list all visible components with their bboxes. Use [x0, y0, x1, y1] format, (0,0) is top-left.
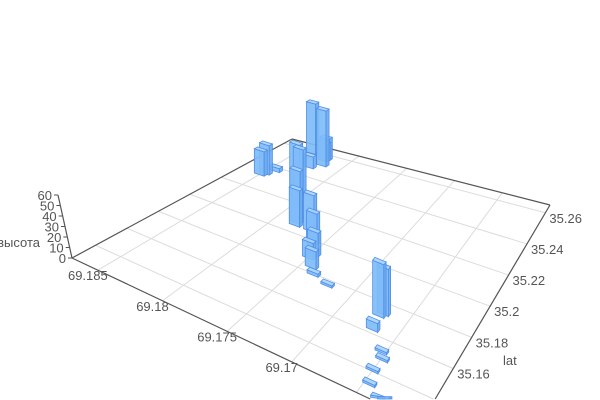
bar-top-face — [302, 189, 318, 197]
z-tick-label: 30 — [45, 220, 59, 235]
bar — [375, 352, 391, 365]
grid-line-lat — [221, 176, 509, 276]
bar-top-face — [365, 362, 381, 373]
lon-tick-label: 69.17 — [265, 360, 298, 375]
lon-tick-label: 69.185 — [68, 268, 108, 283]
grid-line-lat — [126, 227, 454, 369]
bar-front-face — [306, 101, 317, 155]
bars — [253, 99, 393, 400]
lon-tick-label: 69.18 — [136, 299, 169, 314]
bar — [320, 278, 336, 290]
bar-top-face — [372, 256, 387, 266]
bar-side-face — [268, 143, 273, 176]
grid-line-lon — [97, 143, 312, 271]
bar-top-face — [315, 106, 330, 112]
grid-line-lat — [189, 193, 491, 307]
z-tick-label: 60 — [38, 188, 52, 203]
bar-top-face — [288, 184, 304, 192]
bar — [377, 396, 393, 400]
bar-side-face — [302, 147, 307, 196]
z-axis-name: высота — [0, 235, 41, 250]
bar-top-face — [301, 236, 317, 245]
bar — [304, 244, 320, 271]
bar — [365, 362, 381, 376]
axis-labels: 69.185 69.18 69.175 69.17 35.16 35.18 35.2 35.2… — [68, 211, 582, 382]
bar-top-face — [365, 315, 381, 325]
grid-line-lon — [162, 155, 360, 302]
bar-top-face — [375, 352, 391, 362]
bar — [362, 376, 378, 389]
bar-top-face — [305, 207, 321, 215]
bar-top-face — [253, 146, 269, 153]
bar-top-face — [304, 244, 320, 253]
bar — [306, 266, 322, 279]
bar — [374, 344, 390, 357]
bar — [315, 106, 330, 168]
bar-side-face — [325, 108, 330, 168]
bar-side-face — [299, 187, 303, 229]
bar-top-face — [374, 344, 390, 354]
bar — [372, 256, 387, 320]
bar-side-face — [263, 149, 268, 177]
floor-edge — [434, 204, 551, 400]
z-tick-label: 40 — [42, 209, 56, 224]
bar-side-face — [315, 248, 320, 271]
bar-top-face — [305, 99, 320, 105]
z-tick-label: 0 — [59, 251, 66, 266]
bar-top-face — [288, 165, 304, 173]
bar-top-face — [306, 226, 322, 234]
bar-top-face — [320, 278, 336, 287]
bar-side-face — [387, 265, 392, 318]
bar — [365, 315, 381, 334]
lat-axis-name: lat — [503, 353, 517, 368]
bar — [253, 146, 269, 177]
floor-edge — [291, 138, 551, 206]
lat-tick-label: 35.16 — [457, 367, 490, 382]
bar-top-face — [306, 266, 322, 275]
lat-tick-label: 35.22 — [513, 273, 546, 288]
bar-front-face — [316, 107, 327, 168]
z-tick-label: 10 — [49, 241, 63, 256]
lat-tick-label: 35.24 — [531, 242, 564, 257]
z-tick-label: 20 — [47, 230, 61, 245]
bar-top-face — [258, 140, 274, 147]
bar-front-face — [288, 186, 301, 228]
lat-tick-label: 35.2 — [494, 304, 519, 319]
bar-side-face — [383, 260, 387, 320]
bar-front-face — [372, 259, 385, 320]
bar-top-face — [292, 144, 307, 151]
bar-top-face — [362, 376, 378, 387]
lat-tick-label: 35.26 — [549, 211, 582, 226]
z-tick-label: 50 — [40, 199, 54, 214]
bar — [288, 184, 304, 229]
floor-edge — [71, 257, 371, 400]
lat-tick-label: 35.18 — [476, 335, 509, 350]
bar-front-face — [253, 148, 265, 177]
lon-tick-label: 69.175 — [197, 329, 237, 344]
